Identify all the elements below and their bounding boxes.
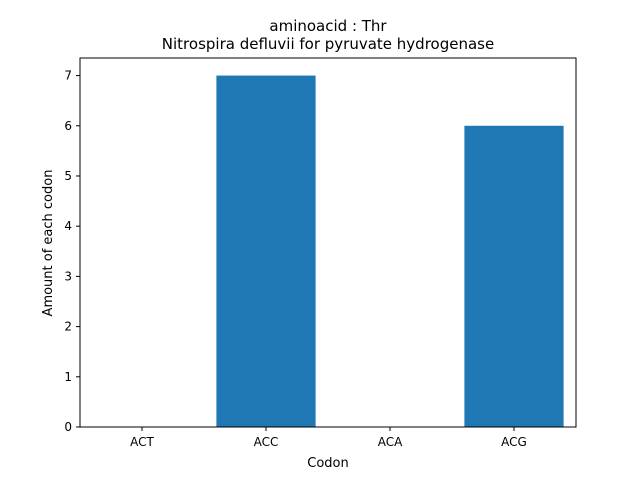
bar-acg	[464, 125, 564, 427]
bar-acc	[216, 75, 316, 427]
x-tick-label: ACT	[130, 435, 154, 449]
y-axis-label: Amount of each codon	[41, 170, 56, 317]
y-tick-label: 2	[64, 320, 72, 334]
chart-subtitle: Nitrospira defluvii for pyruvate hydroge…	[162, 35, 494, 53]
y-tick-label: 6	[64, 119, 72, 133]
y-tick-label: 0	[64, 420, 72, 434]
y-tick-label: 3	[64, 269, 72, 283]
chart-title: aminoacid : Thr	[269, 17, 387, 35]
axes-frame	[79, 57, 577, 428]
y-tick-label: 5	[64, 169, 72, 183]
x-axis-label: Codon	[307, 456, 348, 471]
x-tick-label: ACC	[254, 435, 279, 449]
y-tick-label: 4	[64, 219, 72, 233]
y-tick-label: 1	[64, 370, 72, 384]
x-tick-label: ACA	[378, 435, 403, 449]
plot-area: ACT ACC ACA ACG 0 1 2 3 4 5 6 7	[64, 57, 577, 449]
y-tick-label: 7	[64, 69, 72, 83]
x-tick-label: ACG	[501, 435, 527, 449]
